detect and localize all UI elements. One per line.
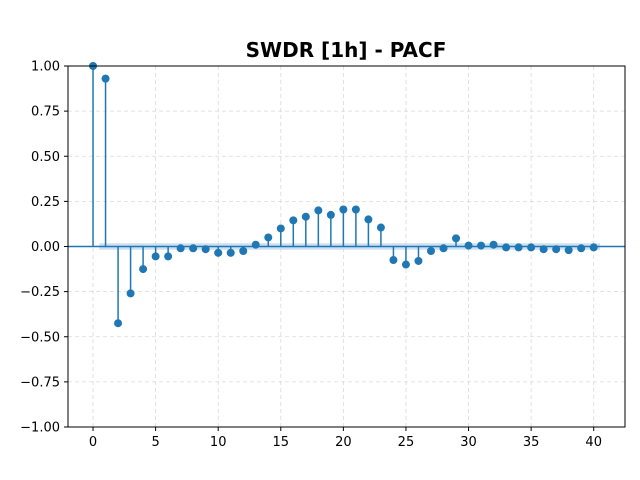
stem-marker xyxy=(527,243,536,252)
stem-marker xyxy=(364,215,373,224)
stem-marker xyxy=(264,233,273,242)
stem-marker xyxy=(439,244,448,253)
stem-marker xyxy=(514,243,523,252)
stem-marker xyxy=(539,245,548,254)
stem-marker xyxy=(376,223,385,232)
x-tick-label: 10 xyxy=(210,435,227,450)
stem-marker xyxy=(314,206,323,215)
stem-marker xyxy=(577,244,586,253)
stem-marker xyxy=(239,247,248,256)
stem-marker xyxy=(276,224,285,233)
stem-marker xyxy=(339,205,348,214)
y-tick-label: 0.25 xyxy=(31,195,60,210)
stem-marker xyxy=(164,252,173,261)
stem-marker xyxy=(189,244,198,253)
stem-marker xyxy=(151,252,160,261)
stem-marker xyxy=(502,243,511,252)
x-tick-label: 30 xyxy=(460,435,477,450)
chart-title: SWDR [1h] - PACF xyxy=(246,38,447,62)
stem-marker xyxy=(226,248,235,257)
stem-marker xyxy=(401,260,410,269)
stem-marker xyxy=(101,74,110,83)
stem-marker xyxy=(289,216,298,225)
y-tick-label: −0.75 xyxy=(20,375,60,390)
stem-marker xyxy=(326,210,335,219)
stem-marker xyxy=(351,205,360,214)
y-tick-label: −0.50 xyxy=(20,330,60,345)
stem-marker xyxy=(552,245,561,254)
x-tick-label: 15 xyxy=(273,435,290,450)
y-tick-label: 1.00 xyxy=(31,60,60,75)
stem-marker xyxy=(201,245,210,254)
stem-marker xyxy=(464,241,473,250)
y-tick-label: 0.75 xyxy=(31,105,60,120)
x-tick-label: 25 xyxy=(398,435,415,450)
stem-marker xyxy=(389,256,398,265)
stem-marker xyxy=(489,240,498,249)
y-tick-label: −0.25 xyxy=(20,285,60,300)
stem-marker xyxy=(126,289,135,298)
stems xyxy=(89,62,598,328)
stem-marker xyxy=(452,234,461,243)
stem-marker xyxy=(139,265,148,274)
stem-marker xyxy=(589,243,598,252)
x-tick-label: 40 xyxy=(585,435,602,450)
stem-marker xyxy=(214,248,223,257)
y-tick-label: 0.50 xyxy=(31,150,60,165)
stem-marker xyxy=(414,256,423,265)
y-tick-label: −1.00 xyxy=(20,421,60,436)
y-tick-label: 0.00 xyxy=(31,240,60,255)
x-tick-label: 35 xyxy=(523,435,540,450)
stem-marker xyxy=(176,244,185,253)
stem-marker xyxy=(301,212,310,221)
x-tick-label: 20 xyxy=(335,435,352,450)
stem-marker xyxy=(114,319,123,328)
stem-marker xyxy=(477,241,486,250)
stem-marker xyxy=(426,247,435,256)
x-tick-label: 5 xyxy=(151,435,159,450)
x-tick-label: 0 xyxy=(89,435,97,450)
y-axis-ticks: −1.00 −0.75 −0.50 −0.25 0.00 0.25 0.50 0.75 1.00 xyxy=(20,60,68,436)
stem-marker xyxy=(564,246,573,255)
stem-marker xyxy=(251,240,260,249)
x-axis-ticks: 0 5 10 15 20 25 30 35 40 xyxy=(89,427,602,450)
